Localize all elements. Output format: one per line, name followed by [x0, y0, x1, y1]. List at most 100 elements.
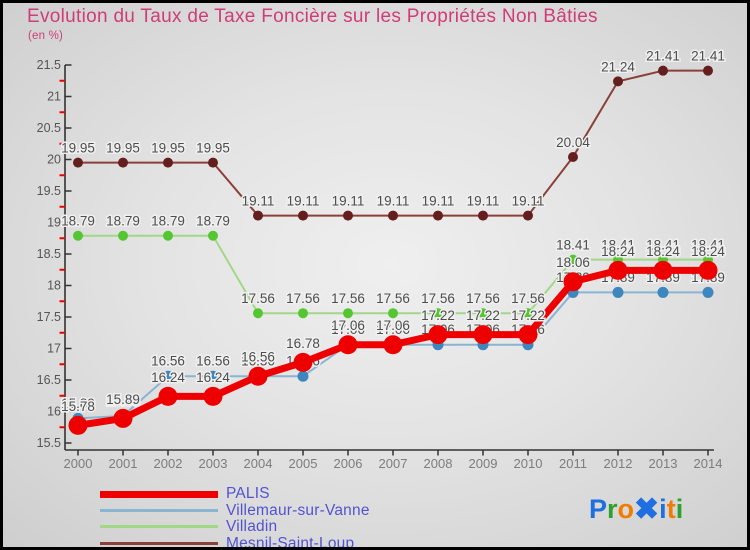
x-tick-label: 2002 [154, 456, 183, 471]
data-point-marker [343, 210, 353, 221]
legend-item-villemaur: Villemaur-sur-Vanne [100, 502, 370, 518]
data-point-label: 19.11 [422, 194, 455, 209]
data-point-marker [563, 272, 583, 292]
data-point-marker [568, 254, 578, 265]
data-point-label: 15.78 [61, 399, 95, 414]
data-point-label: 19.95 [106, 141, 140, 156]
chart-legend: PALIS Villemaur-sur-Vanne Villadin Mesni… [100, 485, 370, 547]
x-tick-label: 2010 [514, 456, 543, 471]
data-point-marker [163, 230, 173, 241]
data-point-marker [338, 335, 358, 355]
data-point-marker [473, 325, 493, 345]
x-tick-label: 2000 [64, 456, 93, 471]
data-point-marker [297, 370, 309, 382]
legend-label-villemaur: Villemaur-sur-Vanne [226, 501, 370, 519]
data-point-label: 16.78 [286, 336, 320, 351]
data-point-marker [68, 415, 88, 435]
data-point-label: 17.56 [466, 291, 500, 306]
series-villadin: 18.79 18.79 18.79 18.79 17.56 17.56 17.56 17.56… [60, 212, 726, 319]
data-point-marker [608, 260, 628, 280]
axes: 15.5 16 16.5 17 17.5 18 18.5 19 19.5 20 20.5 21 21.5… [37, 58, 723, 471]
data-point-label: 16.24 [151, 370, 185, 385]
data-point-label: 17.56 [241, 291, 275, 306]
data-point-label: 17.06 [331, 322, 365, 337]
page-title: Evolution du Taux de Taxe Foncière sur l… [27, 6, 598, 27]
x-tick-label: 2007 [379, 456, 408, 471]
data-point-label: 19.11 [377, 194, 410, 209]
y-tick-label: 16 [47, 405, 61, 419]
data-point-label: 18.79 [61, 214, 95, 229]
x-tick-label: 2012 [604, 456, 633, 471]
y-tick-label: 21.5 [37, 58, 61, 72]
legend-label-villadin: Villadin [226, 518, 278, 536]
logo-letter-1: r [607, 494, 618, 524]
data-point-label: 17.56 [421, 291, 455, 306]
data-point-marker [653, 260, 673, 280]
data-point-marker [207, 370, 219, 382]
data-point-marker [253, 308, 263, 319]
logo-letter-2: o [617, 494, 635, 524]
y-tick-label: 16.5 [37, 373, 61, 387]
data-point-marker [658, 65, 668, 76]
data-point-label: 19.11 [332, 194, 365, 209]
legend-swatch-villadin [100, 525, 218, 529]
data-point-marker [163, 157, 173, 168]
data-point-label: 15.89 [106, 392, 140, 407]
data-point-label: 17.56 [511, 291, 545, 306]
legend-label-palis: PALIS [226, 485, 270, 503]
data-point-label: 18.41 [646, 238, 680, 253]
data-point-marker [253, 210, 263, 221]
legend-swatch-palis [100, 490, 218, 498]
data-point-marker [388, 210, 398, 221]
logo-letter-6: i [675, 494, 684, 524]
data-point-marker [383, 335, 403, 355]
data-point-label: 18.24 [646, 244, 680, 259]
data-point-marker [433, 308, 443, 319]
data-point-label: 16.24 [196, 370, 230, 385]
data-point-label: 18.24 [691, 244, 725, 259]
data-point-marker [388, 308, 398, 319]
data-point-label: 18.24 [601, 244, 635, 259]
data-point-marker [298, 308, 308, 319]
data-point-label: 16.56 [196, 354, 230, 369]
data-point-label: 15.93 [106, 393, 140, 408]
data-point-label: 17.22 [466, 308, 500, 323]
data-point-label: 19.95 [61, 141, 95, 156]
data-point-label: 16.56 [151, 354, 185, 369]
x-tick-label: 2009 [469, 456, 498, 471]
y-tick-label: 18.5 [37, 247, 61, 261]
data-point-label: 17.56 [286, 291, 320, 306]
data-point-marker [73, 230, 83, 241]
data-point-marker [568, 151, 578, 162]
data-point-marker [523, 308, 533, 319]
data-point-marker [208, 157, 218, 168]
data-point-marker [478, 308, 488, 319]
y-tick-label: 17 [47, 342, 61, 356]
logo-letter-0: P [589, 494, 608, 524]
data-point-label: 21.24 [601, 59, 635, 74]
data-point-marker [702, 286, 714, 298]
data-point-marker [298, 210, 308, 221]
y-tick-label: 20 [47, 153, 61, 167]
data-point-marker [158, 386, 178, 406]
y-tick-label: 19.5 [37, 184, 61, 198]
x-tick-label: 2003 [199, 456, 228, 471]
data-point-label: 19.11 [512, 194, 545, 209]
data-point-marker [518, 325, 538, 345]
x-tick-label: 2011 [559, 456, 587, 471]
y-tick-label: 17.5 [37, 310, 61, 324]
data-point-label: 18.79 [196, 214, 230, 229]
data-point-label: 21.41 [646, 49, 680, 64]
data-point-marker [248, 366, 268, 386]
logo-letter-4: i [659, 494, 667, 524]
data-point-label: 16.56 [241, 350, 275, 365]
series-mesnil-saint-loup: 19.95 19.95 19.95 19.95 19.11 19.11 19.11 19.11… [60, 47, 726, 221]
data-point-marker [703, 65, 713, 76]
legend-swatch-villemaur [100, 509, 218, 513]
data-point-marker [113, 408, 133, 428]
data-point-label: 19.95 [151, 141, 185, 156]
data-point-label: 18.06 [556, 255, 590, 270]
x-tick-label: 2001 [109, 456, 138, 471]
logo-letter-3: ✖ [634, 493, 660, 526]
